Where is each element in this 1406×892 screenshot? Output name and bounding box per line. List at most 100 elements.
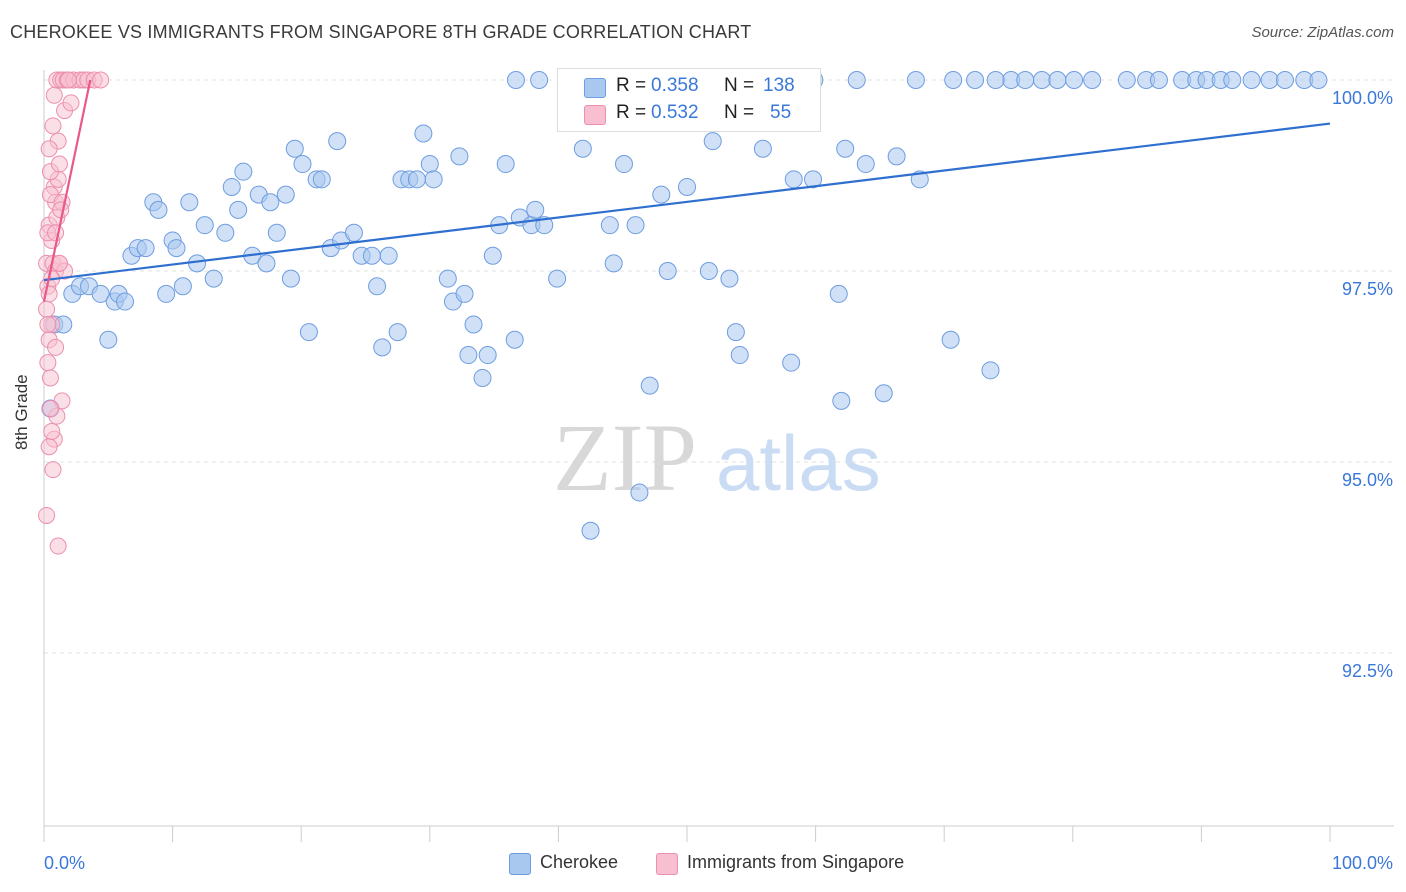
cherokee-point: [678, 177, 696, 196]
cherokee-point: [784, 170, 803, 189]
cherokee-point: [753, 139, 772, 158]
watermark-atlas: atlas: [716, 419, 881, 507]
singapore-point: [39, 315, 57, 333]
cherokee-point: [1065, 71, 1084, 89]
cherokee-point: [229, 200, 248, 219]
cherokee-point: [804, 170, 823, 189]
cherokee-point: [368, 277, 387, 296]
cherokee-point: [626, 216, 645, 235]
cherokee-point: [658, 262, 677, 280]
cherokee-point: [1117, 71, 1136, 89]
x-tick-label: 0.0%: [44, 853, 85, 873]
cherokee-point: [328, 132, 347, 151]
cherokee-point: [420, 155, 439, 174]
cherokee-point: [464, 315, 483, 334]
cherokee-point: [1309, 71, 1328, 89]
cherokee-point: [856, 155, 875, 174]
cherokee-point: [506, 71, 525, 89]
singapore-trend-line: [42, 79, 92, 302]
y-tick-label: 92.5%: [1342, 661, 1393, 681]
cherokee-point: [730, 346, 749, 365]
cherokee-point: [981, 361, 1000, 380]
singapore-point: [52, 201, 70, 219]
singapore-point: [40, 140, 58, 158]
singapore-point: [59, 71, 77, 89]
cherokee-point: [267, 223, 286, 242]
singapore-point: [38, 300, 56, 318]
trend-lines: [42, 79, 1331, 302]
cherokee-point: [1149, 71, 1168, 89]
cherokee-point: [874, 384, 893, 403]
cherokee-point: [373, 338, 392, 357]
singapore-point: [44, 461, 62, 479]
legend-row-cherokee: R = 0.358 N = 138: [558, 75, 820, 101]
cherokee-point: [699, 262, 718, 280]
cherokee-point: [887, 147, 906, 166]
y-axis-label: 8th Grade: [12, 374, 31, 450]
watermark-zip: ZIP: [553, 404, 697, 511]
cherokee-point: [91, 284, 110, 303]
cherokee-point: [832, 391, 851, 410]
cherokee-point: [362, 246, 381, 265]
cherokee-point: [836, 139, 855, 158]
cherokee-point: [640, 376, 659, 395]
cherokee-point: [180, 193, 199, 212]
singapore-swatch: [584, 105, 606, 125]
tick-labels: 100.0% 97.5% 95.0% 92.5% 0.0% 100.0%: [44, 88, 1393, 873]
cherokee-point: [312, 170, 331, 189]
legend-row-singapore: R = 0.532 N = 55: [558, 102, 820, 128]
cherokee-point: [630, 483, 649, 502]
singapore-point: [45, 86, 63, 104]
cherokee-point: [604, 254, 623, 273]
singapore-point: [41, 400, 59, 418]
singapore-point: [38, 506, 56, 524]
cherokee-point: [906, 71, 925, 89]
cherokee-point: [505, 330, 524, 349]
singapore-point: [62, 94, 80, 112]
cherokee-point: [1048, 71, 1067, 89]
bottom-legend-cherokee: Cherokee: [540, 852, 619, 872]
cherokee-point: [473, 368, 492, 387]
cherokee-point: [1016, 71, 1035, 89]
cherokee-point: [222, 177, 241, 196]
cherokee-point: [157, 284, 176, 303]
cherokee-point: [1275, 71, 1294, 89]
cherokee-point: [344, 223, 363, 242]
cherokee-point: [1083, 71, 1102, 89]
cherokee-point: [478, 346, 497, 365]
cherokee-point: [548, 269, 567, 288]
cherokee-point: [293, 155, 312, 174]
bottom-legend-singapore: Immigrants from Singapore: [687, 852, 905, 872]
cherokee-point: [614, 155, 633, 174]
series-singapore-points: [38, 71, 110, 555]
cherokee-point: [966, 71, 985, 89]
legend-r-value: 0.358: [651, 75, 699, 96]
y-tick-label: 95.0%: [1342, 470, 1393, 490]
cherokee-point: [299, 323, 318, 342]
cherokee-point: [438, 269, 457, 288]
cherokee-point: [1242, 71, 1261, 89]
cherokee-point: [535, 216, 554, 235]
cherokee-point: [136, 239, 155, 258]
cherokee-point: [173, 277, 192, 296]
stats-legend: R = 0.358 N = 138 R = 0.532 N = 55: [557, 68, 821, 132]
cherokee-point: [720, 269, 739, 288]
singapore-point: [44, 117, 62, 135]
cherokee-point: [261, 193, 280, 212]
cherokee-point: [285, 139, 304, 158]
singapore-point: [47, 338, 65, 356]
bottom-legend-cherokee-swatch: [509, 853, 531, 875]
cherokee-point: [581, 521, 600, 540]
legend-r-label: R =: [616, 75, 647, 96]
cherokee-point: [116, 292, 135, 311]
legend-n-label: N =: [724, 102, 755, 123]
cherokee-point: [726, 323, 745, 342]
cherokee-point: [234, 162, 253, 181]
cherokee-point: [986, 71, 1005, 89]
cherokee-point: [99, 330, 118, 349]
cherokee-point: [167, 239, 186, 258]
cherokee-point: [149, 200, 168, 219]
cherokee-point: [281, 269, 300, 288]
x-tick-label: 100.0%: [1332, 853, 1393, 873]
